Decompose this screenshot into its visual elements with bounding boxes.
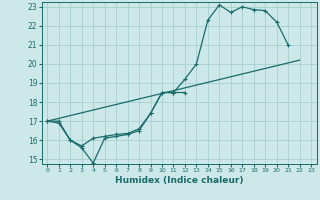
- X-axis label: Humidex (Indice chaleur): Humidex (Indice chaleur): [115, 176, 244, 185]
